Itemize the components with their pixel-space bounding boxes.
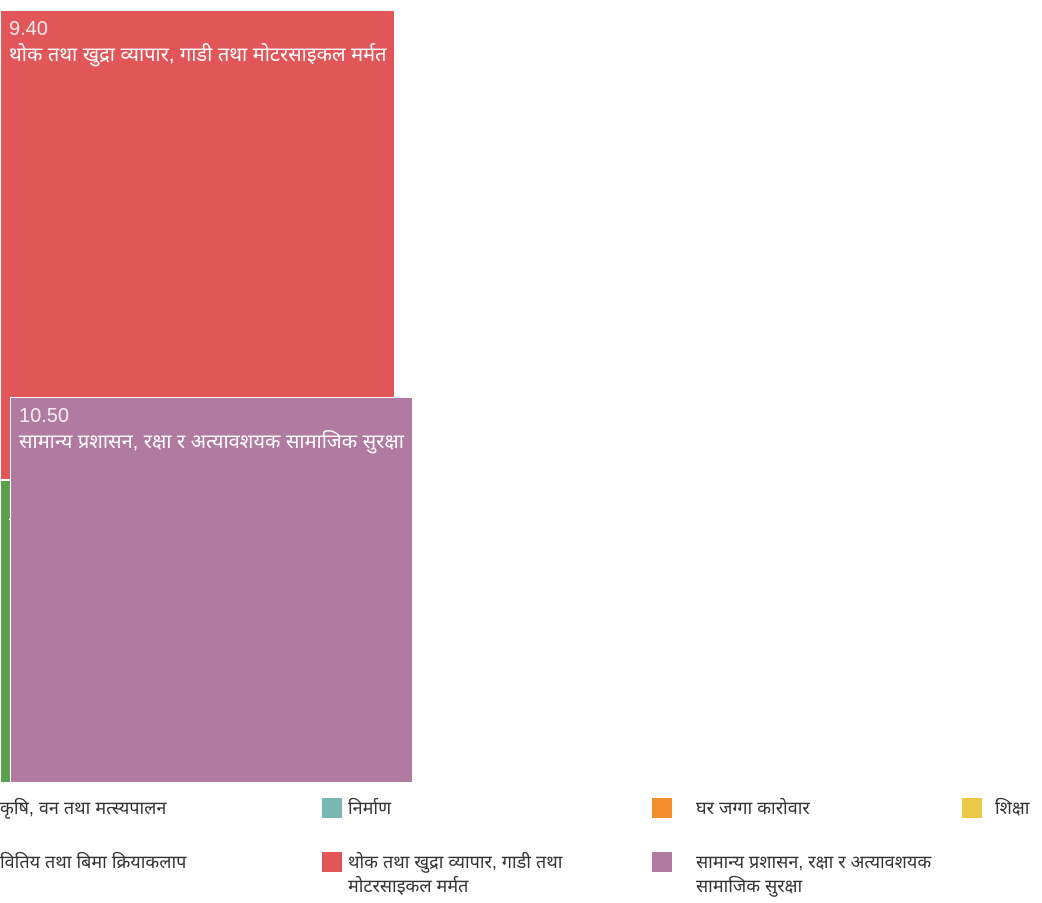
legend-item: शिक्षा bbox=[962, 796, 1042, 820]
legend-swatch bbox=[322, 798, 342, 818]
legend-label: कृषि, वन तथा मत्स्यपालन bbox=[0, 798, 167, 818]
legend-item: कृषि, वन तथा मत्स्यपालन bbox=[0, 796, 274, 820]
legend-swatch bbox=[652, 852, 672, 872]
legend-swatch bbox=[962, 798, 982, 818]
legend-label: शिक्षा bbox=[995, 798, 1030, 818]
legend-label: थोक तथा खुद्रा व्यापार, गाडी तथा मोटरसाइ… bbox=[348, 852, 563, 896]
legend-item: वितिय तथा बिमा क्रियाकलाप bbox=[0, 850, 274, 874]
cell-label: थोक तथा खुद्रा व्यापार, गाडी तथा मोटरसाइ… bbox=[9, 44, 387, 66]
legend-label: सामान्य प्रशासन, रक्षा र अत्यावशयक सामाज… bbox=[696, 852, 932, 896]
value-label: 9.40 bbox=[9, 18, 48, 40]
legend-label: निर्माण bbox=[348, 798, 392, 818]
cell-label: सामान्य प्रशासन, रक्षा र अत्यावशयक सामाज… bbox=[19, 430, 404, 453]
value-label: 10.50 bbox=[19, 404, 70, 427]
treemap-cell: 10.50 सामान्य प्रशासन, रक्षा र अत्यावशयक … bbox=[10, 396, 413, 783]
legend-swatch bbox=[652, 798, 672, 818]
legend-item: घर जग्गा कारोवार bbox=[652, 796, 952, 820]
legend-swatch bbox=[322, 852, 342, 872]
legend-label: घर जग्गा कारोवार bbox=[696, 798, 810, 818]
legend-item: सामान्य प्रशासन, रक्षा र अत्यावशयक सामाज… bbox=[652, 850, 952, 898]
legend-item: निर्माण bbox=[322, 796, 622, 820]
legend-label: वितिय तथा बिमा क्रियाकलाप bbox=[0, 852, 187, 872]
legend-item: थोक तथा खुद्रा व्यापार, गाडी तथा मोटरसाइ… bbox=[322, 850, 622, 898]
